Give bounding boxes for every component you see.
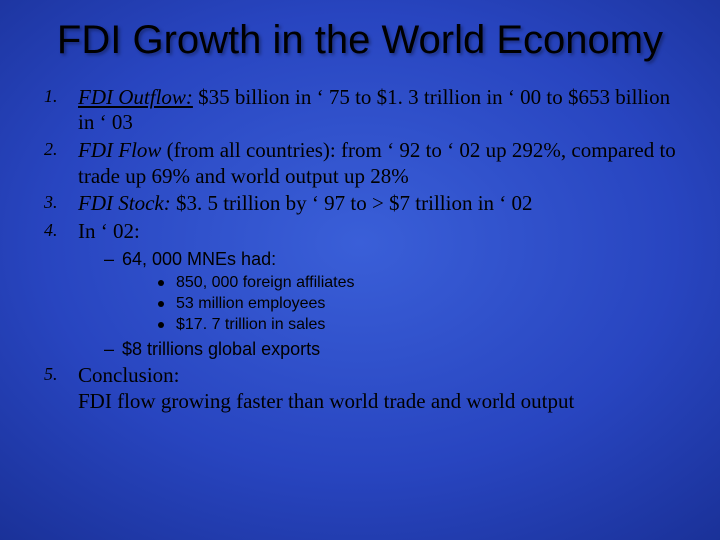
- sub-item: $8 trillions global exports: [104, 338, 684, 361]
- sub2-item: 53 million employees: [158, 294, 684, 315]
- item-lead: FDI Outflow:: [78, 85, 193, 109]
- sub2-item: 850, 000 foreign affiliates: [158, 273, 684, 294]
- sub-item-text: $8 trillions global exports: [122, 339, 320, 359]
- list-item: 5. Conclusion: FDI flow growing faster t…: [44, 363, 684, 414]
- item-rest: $3. 5 trillion by ‘ 97 to > $7 trillion …: [171, 191, 533, 215]
- sub-item: 64, 000 MNEs had: 850, 000 foreign affil…: [104, 248, 684, 335]
- conclusion-line1: Conclusion:: [78, 363, 180, 387]
- conclusion-line2: FDI flow growing faster than world trade…: [78, 389, 574, 413]
- item-number: 3.: [44, 192, 58, 214]
- list-item: 3. FDI Stock: $3. 5 trillion by ‘ 97 to …: [44, 191, 684, 217]
- item-lead: FDI Flow: [78, 138, 161, 162]
- slide: FDI Growth in the World Economy 1. FDI O…: [0, 0, 720, 540]
- item-number: 1.: [44, 86, 58, 108]
- sub2-text: $17. 7 trillion in sales: [176, 316, 325, 333]
- item-lead: FDI Stock:: [78, 191, 171, 215]
- item-text: In ‘ 02:: [78, 219, 140, 243]
- item-text: FDI Outflow: $35 billion in ‘ 75 to $1. …: [78, 85, 670, 135]
- main-list: 1. FDI Outflow: $35 billion in ‘ 75 to $…: [36, 85, 684, 414]
- list-item: 2. FDI Flow (from all countries): from ‘…: [44, 138, 684, 189]
- item-number: 2.: [44, 139, 58, 161]
- slide-title: FDI Growth in the World Economy: [36, 18, 684, 63]
- sub2-text: 53 million employees: [176, 295, 325, 312]
- item-rest: In ‘ 02:: [78, 219, 140, 243]
- sub-list-1: 64, 000 MNEs had: 850, 000 foreign affil…: [78, 248, 684, 360]
- list-item: 1. FDI Outflow: $35 billion in ‘ 75 to $…: [44, 85, 684, 136]
- item-number: 4.: [44, 220, 58, 242]
- item-text: FDI Flow (from all countries): from ‘ 92…: [78, 138, 676, 188]
- sub-list-2: 850, 000 foreign affiliates 53 million e…: [122, 273, 684, 335]
- sub2-item: $17. 7 trillion in sales: [158, 315, 684, 336]
- list-item: 4. In ‘ 02: 64, 000 MNEs had: 850, 000 f…: [44, 219, 684, 361]
- item-text: FDI Stock: $3. 5 trillion by ‘ 97 to > $…: [78, 191, 533, 215]
- item-rest: (from all countries): from ‘ 92 to ‘ 02 …: [78, 138, 676, 188]
- item-number: 5.: [44, 364, 58, 386]
- sub-item-text: 64, 000 MNEs had:: [122, 249, 276, 269]
- item-text: Conclusion: FDI flow growing faster than…: [78, 363, 574, 413]
- sub2-text: 850, 000 foreign affiliates: [176, 274, 355, 291]
